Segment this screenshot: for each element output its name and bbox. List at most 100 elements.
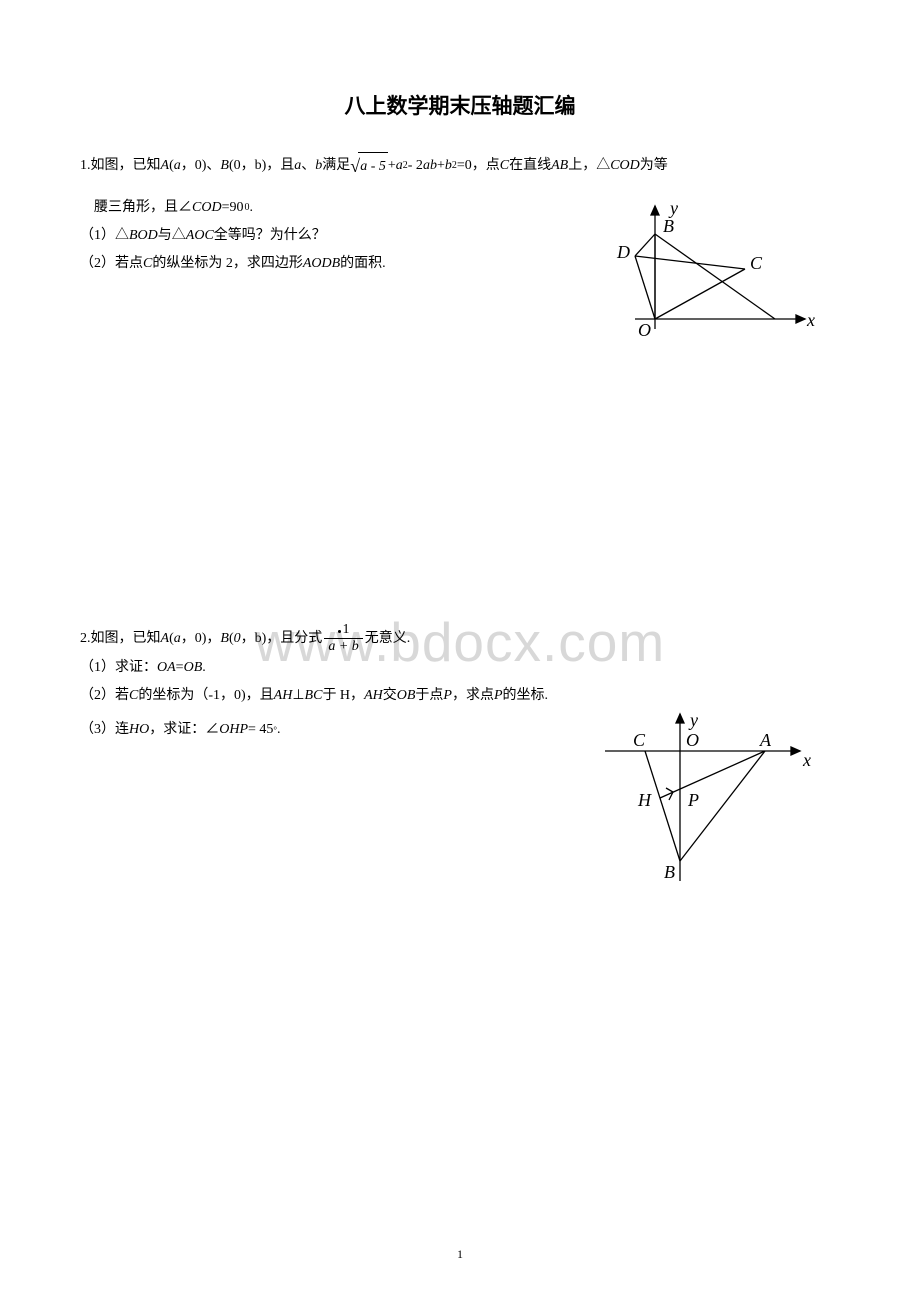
- figure-1: y x B D C O: [610, 194, 820, 355]
- text: ⊥: [292, 682, 304, 710]
- var-B: B: [220, 625, 229, 653]
- num-val: 1: [343, 623, 350, 637]
- page-content: 八上数学期末压轴题汇编 1.如图，已知 A ( a ，0)、 B (0，b)，且…: [80, 90, 840, 744]
- label-B: B: [663, 216, 674, 236]
- text: .: [277, 716, 281, 744]
- text: = 45: [248, 716, 273, 744]
- label-x: x: [806, 310, 815, 330]
- text: 于点: [415, 682, 443, 710]
- page-title: 八上数学期末压轴题汇编: [80, 90, 840, 120]
- text: （3）连: [80, 716, 129, 744]
- var-a: a: [174, 152, 181, 180]
- label-C: C: [750, 253, 763, 273]
- var-C: C: [129, 682, 138, 710]
- label-y: y: [688, 710, 698, 730]
- text: 的坐标.: [503, 682, 549, 710]
- var-OA: OA: [157, 654, 176, 682]
- text: 2.如图，已知: [80, 625, 161, 653]
- var-AB: AB: [551, 152, 568, 180]
- label-O: O: [686, 730, 699, 750]
- text: （1）△: [80, 222, 129, 250]
- text: 无意义.: [365, 625, 411, 653]
- text: 交: [383, 682, 397, 710]
- var-b2: b: [445, 152, 452, 180]
- text: .: [249, 194, 253, 222]
- text: 全等吗？为什么？: [214, 222, 326, 250]
- var-C: C: [500, 152, 509, 180]
- label-P: P: [687, 790, 699, 810]
- text: ，求证：∠: [149, 716, 219, 744]
- text: 上，△: [568, 152, 610, 180]
- text: 与△: [158, 222, 186, 250]
- var-COD: COD: [610, 152, 640, 180]
- var-P2: P: [494, 682, 503, 710]
- text: （2）若: [80, 682, 129, 710]
- text: 为等: [640, 152, 668, 180]
- var-BOD: BOD: [129, 222, 158, 250]
- var-a: a: [174, 625, 181, 653]
- label-H: H: [637, 790, 652, 810]
- var-b: b: [315, 152, 322, 180]
- text: (0，b)，且: [229, 152, 294, 180]
- var-OB: OB: [184, 654, 203, 682]
- var-OB2: OB: [397, 682, 416, 710]
- var-OHP: OHP: [219, 716, 248, 744]
- figure-2: y x C O A H P B: [590, 706, 820, 907]
- page-number: 1: [457, 1247, 463, 1262]
- var-ab: ab: [423, 152, 437, 180]
- text: （2）若点: [80, 250, 143, 278]
- var-AH2: AH: [364, 682, 383, 710]
- p2-line2: （1）求证： OA = OB .: [80, 654, 840, 682]
- text: 腰三角形，且∠: [94, 194, 192, 222]
- frac-num: 1: [334, 623, 354, 638]
- sqrt: √ a - 5: [350, 148, 388, 184]
- var-HO: HO: [129, 716, 149, 744]
- text: ，求点: [452, 682, 494, 710]
- text: =0，点: [457, 152, 500, 180]
- text: 满足: [322, 152, 350, 180]
- var-0: 0: [234, 625, 241, 653]
- dot-icon: [338, 630, 341, 633]
- var-AH: AH: [274, 682, 293, 710]
- var-AOC: AOC: [186, 222, 214, 250]
- text: =90: [222, 194, 244, 222]
- var-C2: C: [143, 250, 152, 278]
- text: 1.如图，已知: [80, 152, 161, 180]
- text: .: [202, 654, 206, 682]
- var-A: A: [161, 152, 170, 180]
- var-a2: a: [294, 152, 301, 180]
- var-BC: BC: [305, 682, 323, 710]
- text: 在直线: [509, 152, 551, 180]
- text: 于 H，: [322, 682, 364, 710]
- text: ，0)、: [181, 152, 221, 180]
- problem-2: 2.如图，已知 A ( a ，0)， B ( 0 ，b)，且分式 1 a + b…: [80, 623, 840, 744]
- p1-line1: 1.如图，已知 A ( a ，0)、 B (0，b)，且 a 、 b 满足 √ …: [80, 148, 840, 184]
- text: 的面积.: [340, 250, 386, 278]
- text: 、: [301, 152, 315, 180]
- label-D: D: [616, 242, 630, 262]
- var-AODB: AODB: [303, 250, 340, 278]
- problem-1: 1.如图，已知 A ( a ，0)、 B (0，b)，且 a 、 b 满足 √ …: [80, 148, 840, 278]
- label-C: C: [633, 730, 646, 750]
- text: （1）求证：: [80, 654, 157, 682]
- var-B: B: [220, 152, 229, 180]
- sqrt-body: a - 5: [358, 152, 388, 181]
- label-B: B: [664, 862, 675, 882]
- p2-line1: 2.如图，已知 A ( a ，0)， B ( 0 ，b)，且分式 1 a + b…: [80, 623, 840, 654]
- var-COD2: COD: [192, 194, 222, 222]
- text: +: [388, 152, 396, 180]
- var-A: A: [161, 625, 170, 653]
- text: ，b)，且分式: [241, 625, 323, 653]
- text: ，0)，: [181, 625, 221, 653]
- text: =: [176, 654, 184, 682]
- label-A: A: [759, 730, 772, 750]
- text: - 2: [408, 152, 423, 180]
- label-x: x: [802, 750, 811, 770]
- var-a3: a: [396, 152, 403, 180]
- label-y: y: [668, 198, 678, 218]
- text: 的纵坐标为 2，求四边形: [152, 250, 303, 278]
- text: +: [437, 152, 445, 180]
- fraction: 1 a + b: [324, 623, 362, 654]
- label-O: O: [638, 320, 651, 340]
- text: 的坐标为（-1，0)，且: [138, 682, 273, 710]
